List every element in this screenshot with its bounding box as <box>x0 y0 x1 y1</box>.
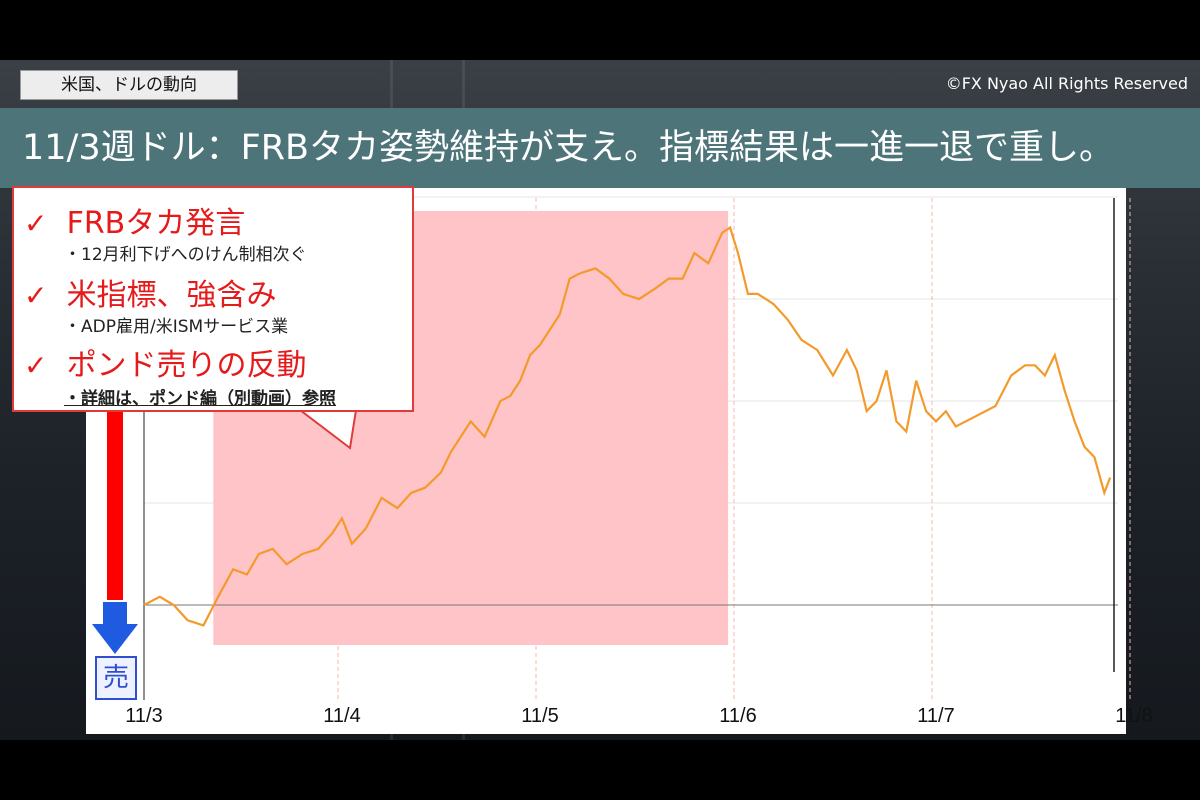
sell-signal-label: 売 <box>95 656 137 700</box>
callout-item-3: ✓ ポンド売りの反動 <box>24 340 307 384</box>
copyright-notice: ©FX Nyao All Rights Reserved <box>945 74 1188 93</box>
x-tick-label: 11/8 <box>1115 705 1152 727</box>
page-title: 11/3週ドル：FRBタカ姿勢維持が支え。指標結果は一進一退で重し。 <box>22 128 1115 168</box>
x-tick-label: 11/3 <box>125 705 162 727</box>
check-icon: ✓ <box>24 279 48 312</box>
callout-detail: ・12月利下げへのけん制相次ぐ <box>64 245 307 265</box>
series-line <box>143 225 1112 627</box>
callout-heading: 米指標、強含み <box>66 278 277 313</box>
callout-heading: FRBタカ発言 <box>66 206 246 241</box>
topic-tag: 米国、ドルの動向 <box>20 70 238 100</box>
down-arrow-icon <box>92 602 138 654</box>
check-icon: ✓ <box>24 207 48 240</box>
callout-heading: ポンド売りの反動 <box>66 348 307 383</box>
callout-item-1: ✓ FRBタカ発言 <box>24 198 245 242</box>
sell-arrow-shaft <box>107 412 123 600</box>
x-tick-label: 11/6 <box>719 705 756 727</box>
x-tick-label: 11/5 <box>521 705 558 727</box>
callout-detail: ・ADP雇用/米ISMサービス業 <box>64 317 289 337</box>
x-tick-label: 11/7 <box>917 705 954 727</box>
x-tick-label: 11/4 <box>323 705 360 727</box>
callout-item-2: ✓ 米指標、強含み <box>24 270 277 314</box>
check-icon: ✓ <box>24 349 48 382</box>
callout-box: ✓ FRBタカ発言 ・12月利下げへのけん制相次ぐ ✓ 米指標、強含み ・ADP… <box>12 186 414 412</box>
title-bar <box>0 108 1200 188</box>
x-tick-labels: 11/3 11/4 11/5 11/6 11/7 11/8 <box>125 705 1152 727</box>
callout-detail: ・詳細は、ポンド編（別動画）参照 <box>64 389 336 409</box>
